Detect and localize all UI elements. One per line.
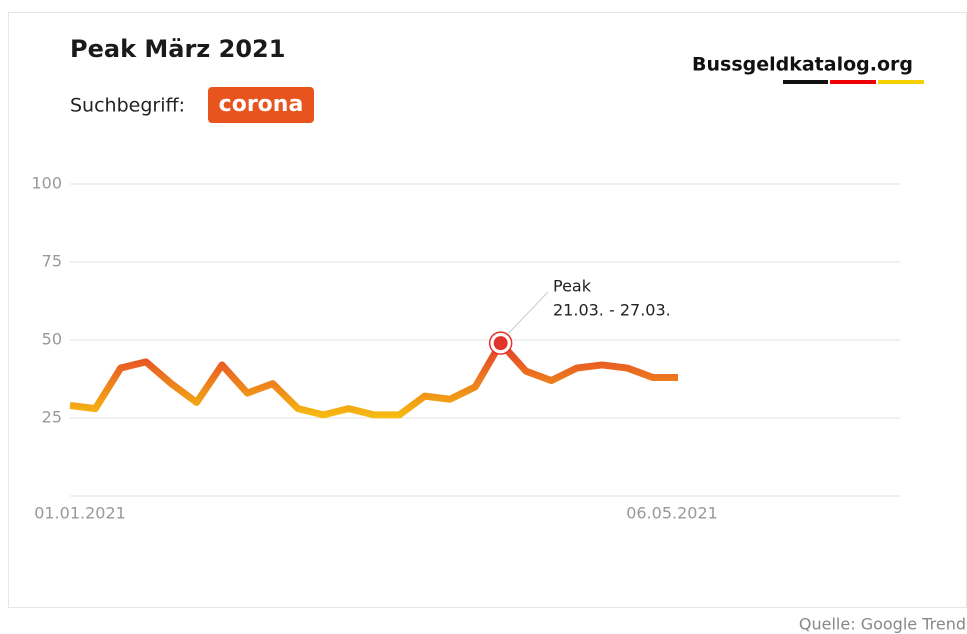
search-term: corona [219, 92, 304, 117]
subtitle: Suchbegriff: [70, 95, 185, 117]
flag-red [830, 80, 876, 84]
annotation-label: Peak [553, 277, 592, 296]
brand: Bussgeldkatalog.org [692, 54, 913, 76]
flag-gold [878, 80, 924, 84]
peak-dot [493, 336, 508, 351]
annotation-text: 21.03. - 27.03. [553, 301, 671, 320]
x-tick-label: 01.01.2021 [34, 504, 126, 523]
card [8, 12, 967, 608]
x-tick-label: 06.05.2021 [626, 504, 718, 523]
line [69, 339, 678, 419]
annotation-leader [508, 291, 549, 334]
chart-title: Peak März 2021 [70, 35, 285, 63]
flag-black [783, 80, 828, 84]
source: Quelle: Google Trend [799, 615, 966, 634]
y-tick-label: 75 [42, 252, 62, 271]
search-badge [208, 87, 314, 123]
y-tick-label: 50 [42, 330, 62, 349]
y-tick-label: 100 [31, 174, 62, 193]
y-tick-label: 25 [42, 408, 62, 427]
